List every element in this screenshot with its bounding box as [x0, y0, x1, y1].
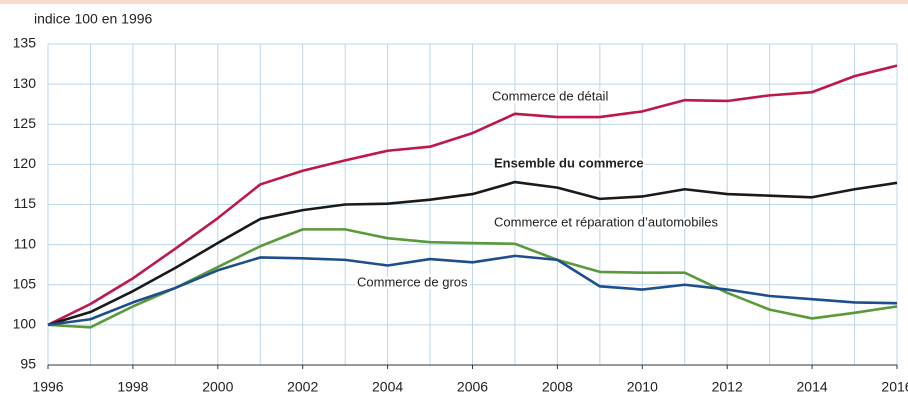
x-tick-label: 1996: [32, 379, 63, 395]
x-tick-label: 2010: [627, 379, 658, 395]
y-tick-label: 115: [14, 195, 37, 211]
x-tick-label: 2006: [457, 379, 488, 395]
y-tick-label: 110: [14, 235, 37, 251]
series-label: Commerce et réparation d’automobiles: [494, 214, 718, 229]
series-line: [47, 180, 898, 327]
x-tick-label: 2008: [542, 379, 573, 395]
x-tick-label: 2004: [372, 379, 403, 395]
x-tick-label: 2014: [797, 379, 828, 395]
y-tick-label: 100: [13, 316, 37, 332]
series-label: Commerce de gros: [357, 274, 468, 289]
x-tick-label: 1998: [117, 379, 148, 395]
top-band: [0, 0, 908, 4]
y-tick-label: 95: [20, 356, 36, 372]
y-axis-label: indice 100 en 1996: [34, 11, 153, 27]
y-tick-label: 135: [13, 35, 37, 51]
y-tick-label: 120: [13, 155, 37, 171]
series-line: [47, 254, 898, 327]
series-label: Commerce de détail: [492, 88, 608, 103]
x-tick-label: 2016: [881, 379, 908, 395]
series-line: [47, 64, 898, 327]
y-tick-label: 105: [13, 275, 37, 291]
y-tick-label: 130: [13, 75, 37, 91]
x-tick-label: 2012: [712, 379, 743, 395]
x-tick-label: 2002: [287, 379, 318, 395]
series-label: Ensemble du commerce: [494, 155, 644, 170]
y-tick-label: 125: [13, 115, 37, 131]
x-tick-label: 2000: [202, 379, 233, 395]
